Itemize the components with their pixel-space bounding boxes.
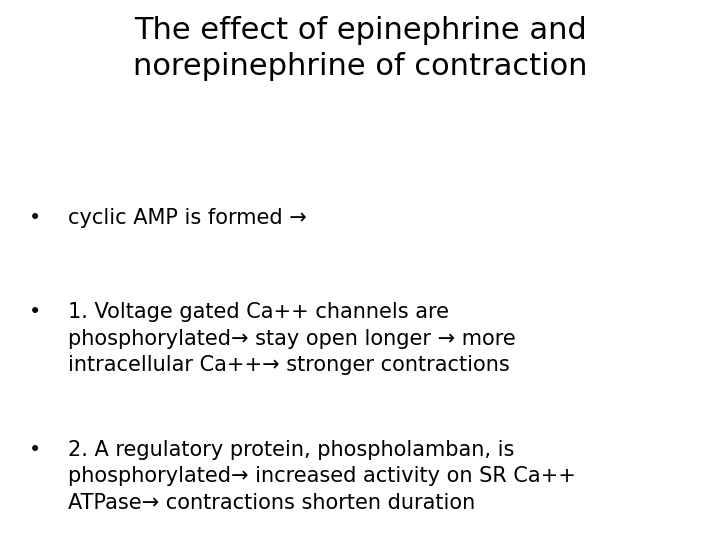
Text: •: • [29,440,41,460]
Text: •: • [29,208,41,228]
Text: cyclic AMP is formed →: cyclic AMP is formed → [68,208,307,228]
Text: The effect of epinephrine and
norepinephrine of contraction: The effect of epinephrine and norepineph… [132,16,588,81]
Text: 1. Voltage gated Ca++ channels are
phosphorylated→ stay open longer → more
intra: 1. Voltage gated Ca++ channels are phosp… [68,302,516,375]
Text: 2. A regulatory protein, phospholamban, is
phosphorylated→ increased activity on: 2. A regulatory protein, phospholamban, … [68,440,576,513]
Text: •: • [29,302,41,322]
